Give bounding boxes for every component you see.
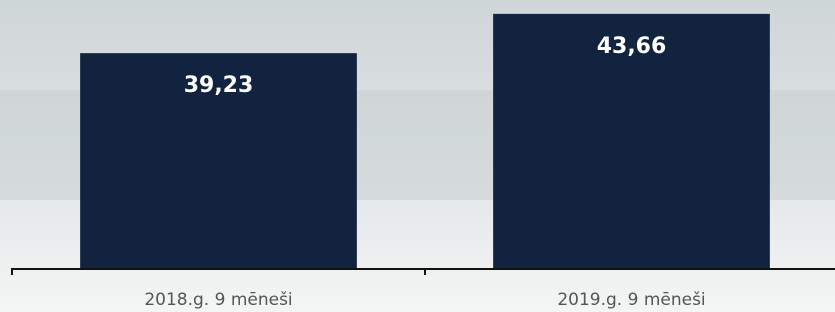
x-tick-label: 2019.g. 9 mēneši [557,290,705,310]
chart: 39,23 2018.g. 9 mēneši 43,66 2019.g. 9 mēne… [0,0,835,312]
value-label: 39,23 [184,73,254,98]
x-tick-label: 2018.g. 9 mēneši [144,290,292,310]
value-label: 43,66 [597,34,667,59]
